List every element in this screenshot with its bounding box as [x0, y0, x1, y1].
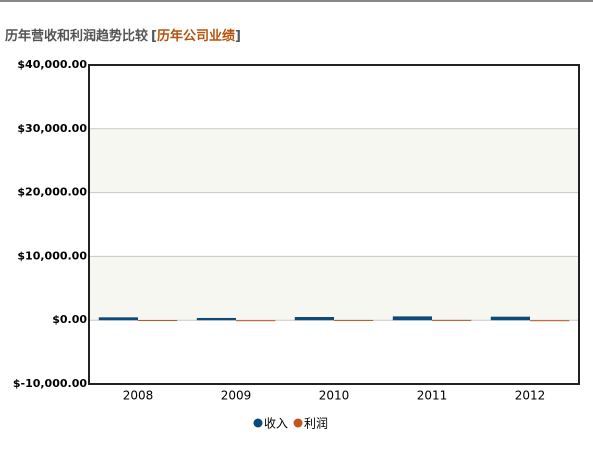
x-tick-label: 2009 — [221, 389, 252, 403]
legend-label: 收入 — [264, 417, 288, 431]
bar — [196, 317, 236, 321]
y-tick-label: $-10,000.00 — [13, 377, 87, 390]
link[interactable]: 历年公司业绩 — [157, 28, 235, 44]
bar — [236, 320, 276, 322]
x-tick-label: 2012 — [515, 389, 546, 403]
plot-border — [88, 64, 580, 385]
y-tick-label: $0.00 — [52, 313, 87, 326]
y-tick-label: $30,000.00 — [17, 122, 87, 135]
legend-marker — [253, 418, 263, 428]
legend-label: 利润 — [304, 417, 328, 431]
bar — [294, 317, 334, 321]
bar — [530, 320, 570, 322]
plot-band — [89, 128, 579, 193]
bar — [334, 319, 374, 321]
legend-marker — [293, 418, 303, 428]
bar — [432, 319, 472, 321]
y-tick-label: $10,000.00 — [17, 249, 87, 262]
y-tick-label: $40,000.00 — [17, 58, 87, 71]
x-tick-label: 2011 — [417, 389, 448, 403]
bar — [138, 320, 178, 322]
x-tick-label: 2008 — [123, 389, 154, 403]
x-tick-label: 2010 — [319, 389, 350, 403]
y-tick-label: $20,000.00 — [17, 186, 87, 199]
title-row: 历年营收和利润趋势比较 [历年公司业绩] — [5, 28, 241, 44]
plot-band — [89, 256, 579, 321]
bar — [392, 316, 432, 321]
bracket: ] — [235, 29, 241, 44]
bar — [98, 317, 138, 321]
chart-title: 历年营收和利润趋势比较 — [5, 28, 148, 44]
bar — [490, 316, 530, 321]
bracket: [ — [151, 29, 157, 44]
